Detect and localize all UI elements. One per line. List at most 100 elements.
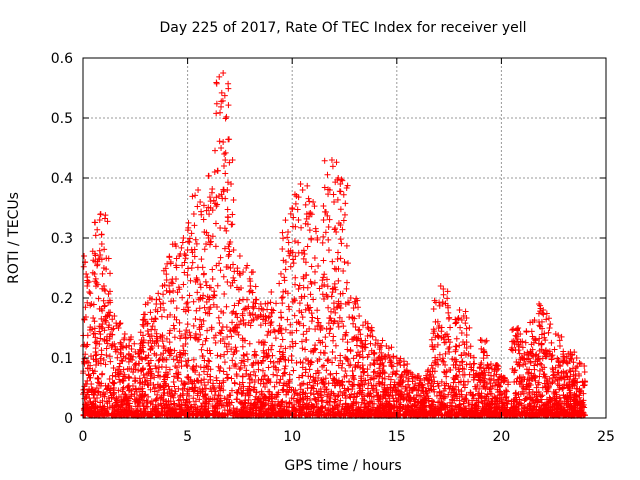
data-point <box>320 257 327 264</box>
data-point <box>364 333 371 340</box>
data-point <box>286 371 293 378</box>
data-point <box>442 350 449 357</box>
data-point <box>166 254 173 261</box>
data-point <box>228 221 235 228</box>
data-point <box>319 397 326 404</box>
data-point <box>226 159 233 166</box>
data-point <box>301 250 308 257</box>
data-point <box>249 311 256 318</box>
data-point <box>216 367 223 374</box>
data-point <box>302 369 309 376</box>
data-point <box>171 383 178 390</box>
data-point <box>218 89 225 96</box>
data-point <box>312 342 319 349</box>
data-point <box>190 298 197 305</box>
data-point <box>340 191 347 198</box>
data-point <box>535 310 542 317</box>
data-point <box>228 180 235 187</box>
data-point <box>224 279 231 285</box>
data-point <box>120 353 127 360</box>
data-point <box>337 397 344 404</box>
data-point <box>344 260 351 267</box>
data-point <box>223 227 230 234</box>
data-point <box>166 339 173 346</box>
data-point <box>333 370 340 377</box>
data-point <box>337 188 344 195</box>
data-point <box>202 278 209 285</box>
data-point <box>291 238 298 245</box>
data-point <box>522 339 529 346</box>
data-point <box>228 333 235 340</box>
data-point <box>359 354 366 361</box>
data-point <box>176 328 183 335</box>
data-point <box>230 274 237 281</box>
data-point <box>528 328 535 335</box>
data-point <box>306 366 313 373</box>
data-point <box>290 367 297 374</box>
data-point <box>170 322 177 329</box>
data-point <box>201 304 208 311</box>
data-point <box>335 362 342 369</box>
data-point <box>236 366 243 373</box>
data-point <box>151 374 158 381</box>
data-point <box>207 350 214 357</box>
data-point <box>118 357 125 364</box>
data-point <box>537 305 544 312</box>
data-point <box>547 321 554 328</box>
data-point <box>270 326 277 333</box>
data-point <box>286 252 293 259</box>
data-point <box>284 234 291 241</box>
data-point <box>332 309 339 316</box>
data-point <box>221 359 228 366</box>
data-point <box>156 296 163 303</box>
data-point <box>94 226 101 233</box>
data-point <box>339 226 346 233</box>
data-point <box>144 327 151 334</box>
data-point <box>117 340 124 347</box>
data-point <box>280 288 287 295</box>
data-point <box>229 310 236 317</box>
data-point <box>337 388 344 395</box>
data-point <box>462 308 469 315</box>
data-point <box>205 357 212 364</box>
data-point <box>221 92 228 99</box>
data-point <box>106 353 113 360</box>
data-point <box>434 341 441 348</box>
data-point <box>428 362 435 369</box>
data-point <box>262 383 269 390</box>
data-point <box>214 282 221 289</box>
data-point <box>104 218 111 225</box>
data-point <box>228 346 235 353</box>
data-point <box>155 290 162 297</box>
data-point <box>239 379 246 386</box>
data-point <box>206 194 213 201</box>
data-point <box>453 343 460 350</box>
data-point <box>320 233 327 240</box>
data-point <box>273 300 280 307</box>
data-point <box>315 263 322 270</box>
data-point <box>252 372 259 379</box>
data-point <box>462 320 469 327</box>
data-point <box>279 398 286 405</box>
data-point <box>229 157 236 164</box>
data-point <box>139 332 146 339</box>
data-point <box>279 336 286 343</box>
data-point <box>276 280 283 287</box>
data-point <box>332 225 339 232</box>
data-point <box>527 319 534 326</box>
data-point <box>285 303 292 310</box>
data-point <box>226 136 233 143</box>
data-point <box>295 249 302 256</box>
data-point <box>314 307 321 314</box>
data-point <box>217 267 224 274</box>
data-point <box>292 200 299 207</box>
data-point <box>155 357 162 364</box>
data-point <box>349 382 356 389</box>
data-point <box>576 359 583 366</box>
data-point <box>443 373 450 380</box>
data-point <box>563 369 570 376</box>
data-point <box>201 376 208 383</box>
data-point <box>173 353 180 360</box>
data-point <box>545 329 552 336</box>
data-point <box>217 109 224 116</box>
